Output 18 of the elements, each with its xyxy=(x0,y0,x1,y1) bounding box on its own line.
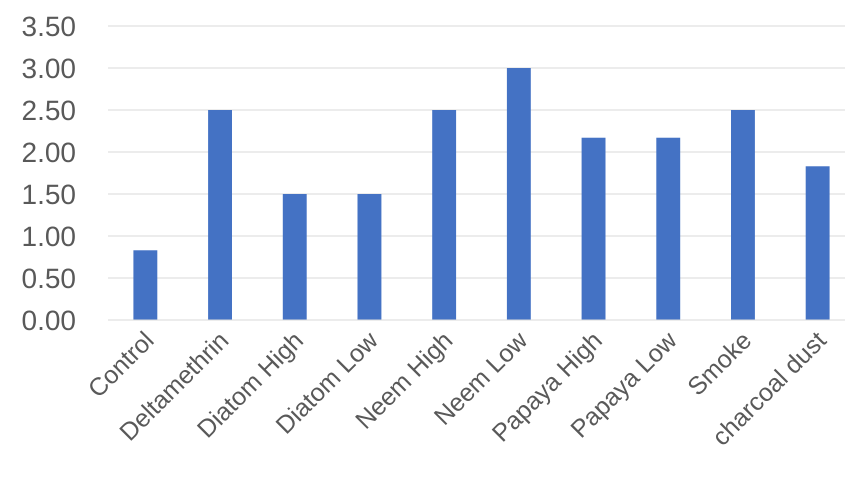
bar xyxy=(208,110,232,320)
y-tick-label: 1.00 xyxy=(22,220,76,252)
bar xyxy=(358,194,382,320)
y-tick-label: 0.00 xyxy=(22,304,76,336)
y-tick-label: 2.00 xyxy=(22,136,76,168)
bar xyxy=(731,110,755,320)
y-tick-label: 2.50 xyxy=(22,94,76,126)
bar xyxy=(432,110,456,320)
bar xyxy=(582,138,606,320)
y-tick-label: 0.50 xyxy=(22,262,76,294)
y-tick-label: 1.50 xyxy=(22,178,76,210)
bar xyxy=(506,68,531,320)
bar xyxy=(282,194,307,320)
bar xyxy=(133,250,158,320)
y-tick-label: 3.50 xyxy=(22,10,76,42)
bar xyxy=(806,166,830,320)
y-tick-label: 3.00 xyxy=(22,52,76,84)
bar xyxy=(656,138,680,320)
